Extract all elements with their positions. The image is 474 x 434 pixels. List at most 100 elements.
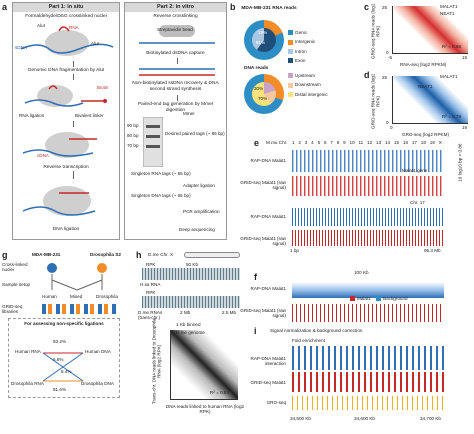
h-xlabel: DNA reads linked to human RNA (log2 RPK) bbox=[165, 404, 245, 415]
h-mb25: 2.5 Mb bbox=[222, 310, 237, 315]
step-recovery: Non-biotinylated ssDNA recovery & DNA se… bbox=[132, 81, 219, 92]
h-scatter-plot bbox=[170, 330, 238, 400]
panel-g-label: g bbox=[2, 250, 8, 260]
g-human: Human bbox=[42, 294, 57, 299]
h-rpk1: RPK bbox=[146, 262, 156, 267]
g-drosophila: Drosophila bbox=[96, 294, 118, 299]
panel-d-ymax: 25 bbox=[382, 75, 388, 80]
sdna-label: sDNA bbox=[15, 45, 27, 50]
bp80-label: 80 bp bbox=[127, 133, 139, 138]
part2-title: Part 2: in vitro bbox=[125, 3, 226, 12]
panel-d-xmin: 0 bbox=[390, 125, 393, 130]
panel-c-malat1: MALAT1 bbox=[440, 4, 458, 9]
h-track1-label: H.sa RNA bbox=[140, 282, 161, 287]
e-track1 bbox=[292, 150, 444, 172]
step-crosslink: Formaldehyde/DSG crosslinked nuclei bbox=[25, 14, 107, 19]
panel-d-neat1: NEAT1 bbox=[418, 84, 433, 89]
e-zoom-track2 bbox=[292, 230, 444, 246]
streptavidin-label: Streptavidin bead bbox=[157, 27, 193, 32]
bp90-label: 90 bp bbox=[127, 123, 139, 128]
i-track1 bbox=[292, 346, 444, 370]
h-track2 bbox=[142, 296, 240, 308]
h-binned: 1 Kb binned bbox=[176, 322, 201, 327]
panel-c-ymin: 0 bbox=[386, 50, 389, 55]
rna-pct-large: 81% bbox=[256, 40, 266, 45]
g-pct3: 91.6% bbox=[53, 387, 67, 392]
pos1-label: 34,500 Kb bbox=[290, 416, 311, 421]
f-track2-label: GRID-seq Malat1 (raw signal) bbox=[240, 308, 286, 318]
panel-d-plot bbox=[392, 76, 468, 124]
chr-title: M.mu Chr. bbox=[266, 140, 288, 145]
panel-f-label: f bbox=[254, 272, 257, 282]
panel-c-xmin: -5 bbox=[388, 55, 393, 60]
step-seq: Deep sequencing bbox=[179, 227, 215, 232]
g-human-rna: Human RNA bbox=[15, 349, 41, 354]
legend-upstream: Upstream bbox=[288, 73, 346, 79]
panel-b-legend: Genic Intergenic Intron Exon Upstream Do… bbox=[288, 30, 346, 97]
step-ligation: RNA ligation bbox=[19, 113, 45, 118]
step-mmei: Paired-end tag generation by MmeI digest… bbox=[137, 102, 214, 113]
legend-downstream: Downstream bbox=[288, 82, 346, 88]
step-pcr: PCR amplification bbox=[183, 209, 220, 214]
gel-illustration bbox=[143, 117, 163, 167]
f-legend: Malat1 Background bbox=[350, 296, 408, 302]
dna-pct-large: 70% bbox=[258, 96, 268, 101]
rna-label: RNA bbox=[69, 25, 79, 30]
legend-malat1: Malat1 bbox=[357, 296, 371, 301]
panel-d-xmax: 19 bbox=[462, 125, 468, 130]
legend-background: Background bbox=[383, 296, 408, 301]
i-track3 bbox=[292, 396, 444, 410]
e-zoom-track1 bbox=[292, 208, 444, 226]
panel-a-label: a bbox=[2, 2, 8, 12]
i-track3-label: GRO-seq bbox=[266, 400, 286, 405]
panel-b-label: b bbox=[230, 2, 236, 12]
legend-genic: Genic bbox=[288, 30, 346, 36]
bivalent-label: Bivalent linker bbox=[75, 113, 104, 118]
g-nonspecific: For assessing non-specific ligations bbox=[24, 321, 104, 326]
legend-exon: Exon bbox=[288, 58, 346, 64]
part1-title: Part 1: in situ bbox=[13, 3, 119, 12]
pos2-label: 34,600 Kb bbox=[354, 416, 375, 421]
panel-b-title: MDA-MB-231 RNA reads bbox=[241, 6, 297, 11]
desired-label: Desired paired tags (~ 85 bp) bbox=[165, 131, 225, 136]
legend-distal: Distal intergenic bbox=[288, 92, 346, 97]
chromosome-ticks: 1 2 3 4 5 6 7 8 9 10 11 12 13 14 15 16 17 18 19 X bbox=[292, 140, 442, 145]
bp1-label: 1 bp bbox=[290, 248, 299, 253]
h-ylabel: Trans-chr. DNA reads linked to Drosophil… bbox=[151, 318, 162, 405]
e-track2-label: GRID-seq Malat1 (raw signal) bbox=[240, 180, 286, 190]
h-track2-label: D.me RNAs (trans-chr.) bbox=[138, 310, 163, 321]
crosslink-illustration bbox=[20, 26, 114, 56]
singleton-rna-label: Singleton RNA tags (~ 65 bp) bbox=[131, 171, 191, 176]
h-genome: D.me genome bbox=[176, 330, 205, 335]
dna-title: DNA reads bbox=[244, 66, 269, 71]
bp-end-label: 95.3 Mb bbox=[424, 248, 441, 253]
e-zoom-track1-label: RAP-DNA Malat1 bbox=[250, 214, 287, 219]
panel-d-malat1: MALAT1 bbox=[440, 74, 458, 79]
alui-label-1: AluI bbox=[37, 23, 45, 28]
g-title-human: MDA-MB-231 bbox=[32, 252, 61, 257]
h-rpk2: RPK bbox=[146, 290, 156, 295]
bp70-label: 70 bp bbox=[127, 143, 139, 148]
h-mb2: 2 Mb bbox=[180, 310, 191, 315]
e-track1-label: RAP-DNA Malat1 bbox=[250, 158, 287, 163]
panel-c-label: c bbox=[364, 2, 370, 12]
panel-e-label: e bbox=[254, 138, 260, 148]
g-nonspecific-box: For assessing non-specific ligations Hum… bbox=[8, 318, 120, 398]
g-row1: Cross-linked nuclei bbox=[2, 262, 28, 273]
h-chr: D.me Chr. X bbox=[148, 252, 174, 257]
i-track2 bbox=[292, 372, 444, 392]
panel-a-part2: Part 2: in vitro Reverse crosslinking St… bbox=[124, 2, 227, 240]
panel-a-part1: Part 1: in situ Formaldehyde/DSG crossli… bbox=[12, 2, 120, 240]
g-pct2: 6.8% bbox=[53, 357, 64, 362]
i-track2-label: GRID-seq Malat1 bbox=[250, 380, 287, 385]
panel-d-xlabel: GRO-seq (log2 RPKM) bbox=[402, 132, 449, 137]
cdna-label: cDNA bbox=[37, 153, 49, 158]
mmei-label: MmeI bbox=[183, 111, 195, 116]
g-dros-dna: Drosophila DNA bbox=[81, 381, 114, 386]
ligation-illustration bbox=[24, 85, 107, 107]
g-row2: Sample setup bbox=[2, 282, 31, 287]
panel-i-label: i bbox=[254, 326, 257, 336]
panel-d-ylabel: GRID-seq RNA reads (log2 RPK) bbox=[370, 73, 381, 129]
malat1-gene: Malat1 gene bbox=[402, 168, 428, 173]
h-track1 bbox=[142, 268, 240, 280]
